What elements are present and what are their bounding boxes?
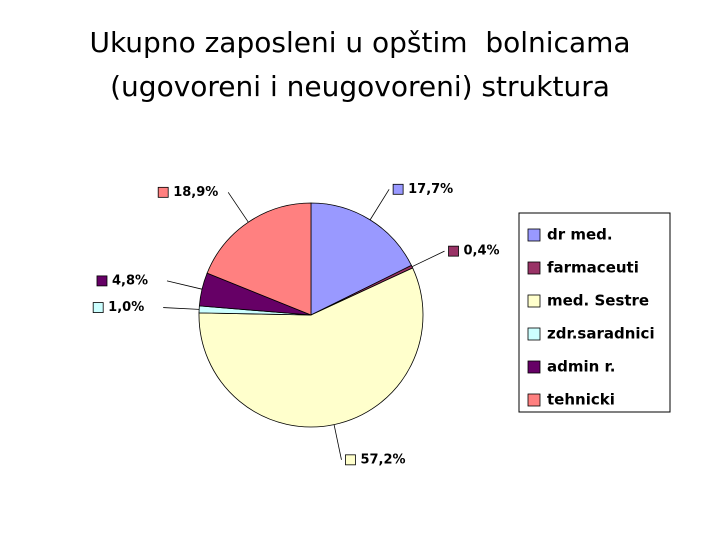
legend-label: med. Sestre	[547, 292, 649, 310]
label-swatch	[157, 186, 169, 198]
leader-line	[166, 280, 203, 290]
chart-title: Ukupno zaposleni u opštim bolnicama	[89, 26, 630, 59]
legend-label: dr med.	[547, 226, 613, 244]
label-swatch	[392, 183, 404, 195]
legend-swatch	[527, 360, 541, 374]
label-swatch	[448, 245, 459, 257]
label-swatch	[92, 302, 104, 313]
legend-swatch	[527, 228, 541, 242]
legend-box	[518, 212, 671, 413]
pie-slice	[206, 202, 312, 316]
chart-title: (ugovoreni i neugovoreni) struktura	[110, 70, 610, 103]
leader-line	[227, 192, 249, 223]
leader-line	[163, 307, 200, 310]
legend-label: zdr.saradnici	[547, 325, 655, 343]
data-label: 57,2%	[360, 452, 405, 467]
pie-slice	[310, 202, 412, 316]
legend-swatch	[527, 393, 541, 407]
leader-line	[333, 424, 342, 460]
leader-line	[411, 250, 445, 268]
data-label: 17,7%	[408, 182, 453, 197]
leader-line	[369, 189, 390, 221]
legend-label: farmaceuti	[547, 259, 639, 277]
legend-label: tehnicki	[547, 391, 615, 409]
legend-swatch	[527, 294, 541, 308]
label-swatch	[345, 454, 356, 466]
data-label: 0,4%	[464, 244, 500, 259]
legend-label: admin r.	[547, 358, 616, 376]
data-label: 18,9%	[173, 185, 218, 200]
label-swatch	[96, 275, 108, 287]
data-label: 4,8%	[112, 273, 148, 288]
legend-swatch	[527, 327, 541, 341]
legend-swatch	[527, 261, 541, 275]
data-label: 1,0%	[108, 300, 144, 315]
